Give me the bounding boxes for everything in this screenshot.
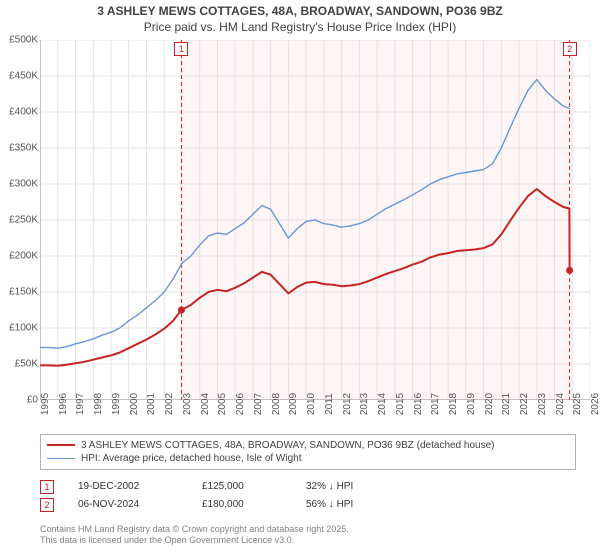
x-tick-label: 1999 xyxy=(111,392,122,414)
x-tick-label: 2007 xyxy=(253,392,264,414)
chart-title-line2: Price paid vs. HM Land Registry's House … xyxy=(0,20,600,40)
legend: 3 ASHLEY MEWS COTTAGES, 48A, BROADWAY, S… xyxy=(40,434,576,470)
annotation-delta: 32% ↓ HPI xyxy=(306,481,406,492)
x-tick-label: 2022 xyxy=(519,392,530,414)
chart-svg xyxy=(40,40,590,400)
x-tick-label: 2017 xyxy=(430,392,441,414)
x-tick-label: 2012 xyxy=(342,392,353,414)
sale-marker-box: 1 xyxy=(174,42,188,56)
x-tick-label: 2008 xyxy=(271,392,282,414)
x-tick-label: 2016 xyxy=(413,392,424,414)
x-tick-label: 2024 xyxy=(555,392,566,414)
y-tick-label: £100K xyxy=(2,322,38,333)
x-tick-label: 2014 xyxy=(377,392,388,414)
x-tick-label: 2004 xyxy=(200,392,211,414)
y-tick-label: £300K xyxy=(2,178,38,189)
legend-swatch xyxy=(47,444,75,446)
copyright: Contains HM Land Registry data © Crown c… xyxy=(40,524,576,547)
y-axis: £0£50K£100K£150K£200K£250K£300K£350K£400… xyxy=(2,40,38,400)
copyright-line2: This data is licensed under the Open Gov… xyxy=(40,535,576,547)
y-tick-label: £250K xyxy=(2,214,38,225)
x-tick-label: 1997 xyxy=(75,392,86,414)
annotation-price: £125,000 xyxy=(202,481,282,492)
x-tick-label: 2023 xyxy=(537,392,548,414)
sale-marker-box: 2 xyxy=(563,42,577,56)
x-tick-label: 2002 xyxy=(164,392,175,414)
x-tick-label: 2006 xyxy=(235,392,246,414)
annotation-date: 06-NOV-2024 xyxy=(78,499,178,510)
x-tick-label: 2021 xyxy=(501,392,512,414)
y-tick-label: £400K xyxy=(2,106,38,117)
annotation-marker: 1 xyxy=(40,480,54,494)
y-tick-label: £450K xyxy=(2,70,38,81)
y-tick-label: £50K xyxy=(2,358,38,369)
y-tick-label: £150K xyxy=(2,286,38,297)
x-tick-label: 2019 xyxy=(466,392,477,414)
annotation-delta: 56% ↓ HPI xyxy=(306,499,406,510)
annotation-row: 2 06-NOV-2024 £180,000 56% ↓ HPI xyxy=(40,496,576,514)
x-tick-label: 2020 xyxy=(484,392,495,414)
x-tick-label: 1998 xyxy=(93,392,104,414)
y-tick-label: £200K xyxy=(2,250,38,261)
legend-row: HPI: Average price, detached house, Isle… xyxy=(47,452,569,465)
annotation-marker: 2 xyxy=(40,498,54,512)
chart-container: 3 ASHLEY MEWS COTTAGES, 48A, BROADWAY, S… xyxy=(0,0,600,560)
x-axis: 1995199619971998199920002001200220032004… xyxy=(40,400,590,428)
x-tick-label: 2025 xyxy=(572,392,583,414)
x-tick-label: 2026 xyxy=(590,392,600,414)
annotation-row: 1 19-DEC-2002 £125,000 32% ↓ HPI xyxy=(40,478,576,496)
legend-row: 3 ASHLEY MEWS COTTAGES, 48A, BROADWAY, S… xyxy=(47,439,569,452)
x-tick-label: 2010 xyxy=(306,392,317,414)
legend-label: HPI: Average price, detached house, Isle… xyxy=(81,453,302,464)
chart-title-line1: 3 ASHLEY MEWS COTTAGES, 48A, BROADWAY, S… xyxy=(0,0,600,20)
x-tick-label: 2000 xyxy=(129,392,140,414)
y-tick-label: £0 xyxy=(2,394,38,405)
x-tick-label: 1995 xyxy=(40,392,51,414)
y-tick-label: £500K xyxy=(2,34,38,45)
annotation-price: £180,000 xyxy=(202,499,282,510)
x-tick-label: 2009 xyxy=(288,392,299,414)
sale-annotations: 1 19-DEC-2002 £125,000 32% ↓ HPI 2 06-NOV-202… xyxy=(40,478,576,514)
x-tick-label: 1996 xyxy=(58,392,69,414)
x-tick-label: 2003 xyxy=(182,392,193,414)
annotation-date: 19-DEC-2002 xyxy=(78,481,178,492)
x-tick-label: 2013 xyxy=(359,392,370,414)
x-tick-label: 2018 xyxy=(448,392,459,414)
x-tick-label: 2011 xyxy=(324,393,335,415)
x-tick-label: 2001 xyxy=(146,392,157,414)
chart-plot-area: £0£50K£100K£150K£200K£250K£300K£350K£400… xyxy=(40,40,590,400)
legend-swatch xyxy=(47,458,75,459)
copyright-line1: Contains HM Land Registry data © Crown c… xyxy=(40,524,576,536)
x-tick-label: 2005 xyxy=(217,392,228,414)
legend-label: 3 ASHLEY MEWS COTTAGES, 48A, BROADWAY, S… xyxy=(81,440,494,451)
y-tick-label: £350K xyxy=(2,142,38,153)
x-tick-label: 2015 xyxy=(395,392,406,414)
